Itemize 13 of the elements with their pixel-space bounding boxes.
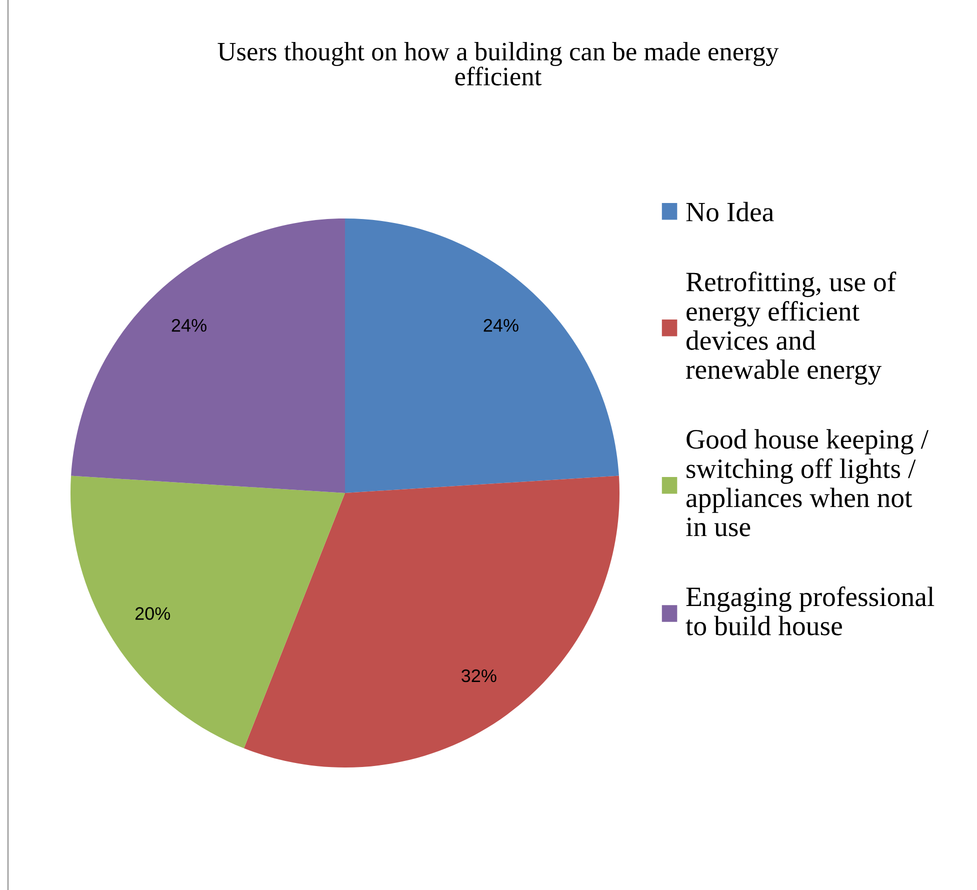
pie-slice — [244, 476, 620, 768]
data-label: 24% — [484, 318, 518, 332]
legend-label: Engaging professional to build house — [686, 586, 934, 636]
data-label: 32% — [462, 669, 496, 682]
data-label: 24% — [172, 318, 206, 332]
chart-title: Users thought on how a building can be made energy efficient — [218, 42, 779, 86]
pie-slice — [71, 218, 345, 493]
legend-label: No Idea — [686, 202, 774, 222]
legend-label: Good house keeping / switching off lights / appliances when not in use — [686, 429, 929, 536]
legend-label: Retrofitting, use of energy efficient devices and renewable energy — [686, 272, 896, 385]
pie-slice — [70, 476, 345, 748]
pie-slice — [345, 218, 619, 493]
data-label: 20% — [135, 607, 170, 620]
